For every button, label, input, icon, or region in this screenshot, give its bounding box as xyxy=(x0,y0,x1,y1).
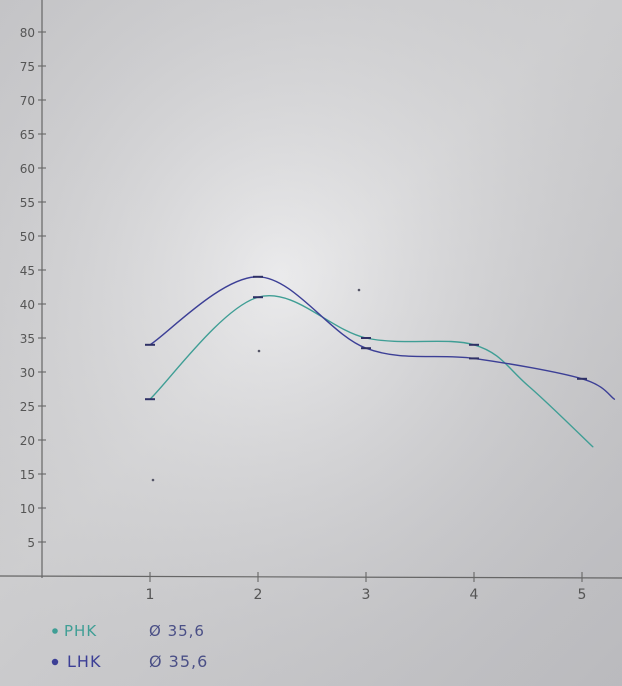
stray-dot xyxy=(257,349,261,353)
y-tick-label: 75 xyxy=(20,60,35,74)
y-tick-label: 10 xyxy=(20,502,35,516)
x-tick-label: 4 xyxy=(470,587,479,603)
y-tick-label: 30 xyxy=(20,366,35,380)
y-tick-label: 50 xyxy=(20,230,35,244)
y-tick-label: 25 xyxy=(20,400,35,414)
x-axis-ticks: 1 2 3 4 5 xyxy=(146,572,587,603)
y-tick-label: 40 xyxy=(20,298,35,312)
legend-label-lhk: LHK xyxy=(67,652,101,671)
legend-average-phk: Ø 35,6 xyxy=(149,622,205,640)
x-tick-label: 2 xyxy=(254,587,263,603)
y-tick-label: 70 xyxy=(20,94,35,108)
series-line-phk xyxy=(149,295,594,448)
y-tick-label: 60 xyxy=(20,162,35,176)
y-tick-label: 45 xyxy=(20,264,35,278)
y-tick-label: 35 xyxy=(20,332,35,346)
y-axis-ticks: 80 75 70 65 60 55 50 45 40 35 30 25 20 15 10 5 xyxy=(20,26,46,550)
x-axis xyxy=(0,575,622,579)
legend-average-lhk: Ø 35,6 xyxy=(149,652,208,671)
stray-dot xyxy=(357,288,361,292)
x-tick-label: 1 xyxy=(146,587,155,603)
x-tick-label: 3 xyxy=(362,587,371,603)
legend: PHK Ø 35,6 LHK Ø 35,6 xyxy=(51,622,208,671)
legend-item-phk: PHK Ø 35,6 xyxy=(52,622,205,640)
y-tick-label: 20 xyxy=(20,434,35,448)
legend-dot-phk xyxy=(52,628,58,634)
legend-dot-lhk xyxy=(51,658,59,666)
y-tick-label: 15 xyxy=(20,468,35,482)
y-tick-label: 55 xyxy=(20,196,35,210)
y-tick-label: 80 xyxy=(20,26,35,40)
x-tick-label: 5 xyxy=(578,587,587,603)
legend-item-lhk: LHK Ø 35,6 xyxy=(51,652,208,671)
y-tick-label: 65 xyxy=(20,128,35,142)
y-tick-label: 5 xyxy=(27,536,35,550)
stray-dot xyxy=(151,478,155,482)
series-layer xyxy=(145,275,616,448)
legend-label-phk: PHK xyxy=(64,622,97,640)
